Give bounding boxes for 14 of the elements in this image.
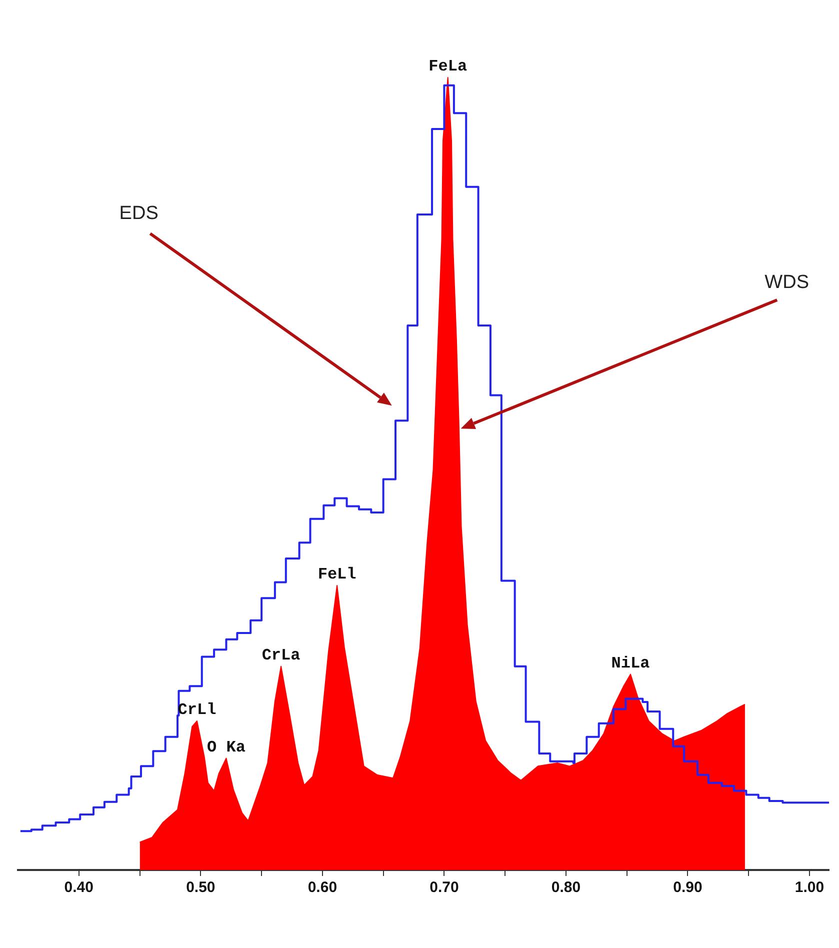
annotation: FeLl xyxy=(318,566,356,584)
annotation: O Ka xyxy=(207,738,246,756)
x-tick-label: 0.60 xyxy=(308,879,338,896)
x-tick-label: 0.90 xyxy=(673,879,702,896)
annotation: CrLa xyxy=(262,646,301,664)
x-tick-label: 0.50 xyxy=(186,879,216,896)
annotation: EDS xyxy=(119,203,158,224)
annotation: FeLa xyxy=(428,57,468,76)
x-tick-label: 0.80 xyxy=(551,879,581,896)
x-tick-label: 1.00 xyxy=(794,879,824,896)
annotation: WDS xyxy=(764,272,809,294)
annotation: NiLa xyxy=(611,654,650,672)
x-tick-label: 0.40 xyxy=(64,879,94,896)
x-tick-label: 0.70 xyxy=(430,879,459,896)
